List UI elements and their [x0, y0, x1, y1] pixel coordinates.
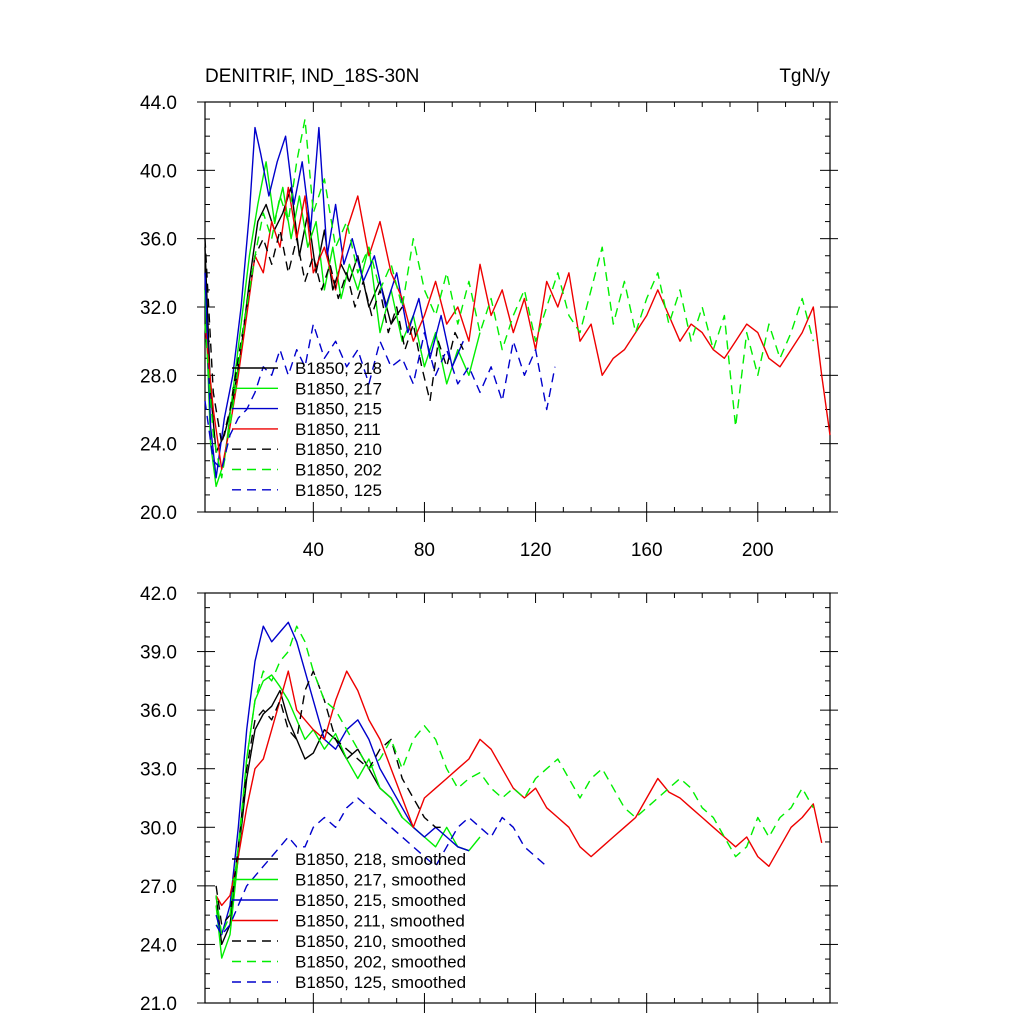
- series-line: [215, 797, 548, 936]
- legend-label: B1850, 211, smoothed: [295, 912, 465, 931]
- legend-label: B1850, 218: [295, 359, 382, 378]
- y-tick-label: 20.0: [140, 503, 177, 524]
- y-tick-label: 42.0: [140, 584, 177, 605]
- legend-label: B1850, 217: [295, 379, 382, 398]
- x-tick-label: 80: [414, 540, 435, 561]
- series-line: [204, 161, 481, 488]
- series-line: [204, 323, 556, 470]
- chart-title: DENITRIF, IND_18S-30N: [205, 66, 419, 87]
- legend-label: B1850, 202: [295, 461, 382, 480]
- top-panel: DENITRIF, IND_18S-30N TgN/y 40 80 120 160 200 2…: [140, 66, 838, 561]
- y-tick-label: 36.0: [140, 230, 177, 251]
- bottom-panel: 21.0 24.0 27.0 30.0 33.0 36.0 39.0 42.0 B1850, 2…: [140, 584, 838, 1015]
- legend-label: B1850, 125: [295, 481, 382, 500]
- y-tick-label: 30.0: [140, 818, 177, 839]
- chart-units: TgN/y: [779, 66, 830, 87]
- series-line: [204, 118, 814, 479]
- y-tick-label: 28.0: [140, 366, 177, 387]
- series-line: [215, 625, 814, 936]
- x-tick-label: 40: [303, 540, 324, 561]
- x-tick-label: 160: [631, 540, 663, 561]
- x-tick-label: 200: [742, 540, 774, 561]
- y-tick-label: 27.0: [140, 877, 177, 898]
- series-line: [215, 670, 823, 907]
- y-tick-label: 44.0: [140, 93, 177, 114]
- legend-label: B1850, 125, smoothed: [295, 973, 466, 992]
- legend-label: B1850, 202, smoothed: [295, 953, 466, 972]
- legend-label: B1850, 215: [295, 400, 382, 419]
- series-line: [204, 186, 831, 470]
- y-tick-label: 32.0: [140, 298, 177, 319]
- y-tick-label: 39.0: [140, 643, 177, 664]
- y-tick-label: 24.0: [140, 435, 177, 456]
- legend-label: B1850, 211: [295, 420, 381, 439]
- y-tick-label: 24.0: [140, 935, 177, 956]
- series-line: [215, 670, 447, 926]
- legend-label: B1850, 210: [295, 440, 382, 459]
- y-tick-label: 33.0: [140, 760, 177, 781]
- y-tick-label: 40.0: [140, 161, 177, 182]
- x-tick-label: 120: [520, 540, 552, 561]
- legend-label: B1850, 218, smoothed: [295, 850, 466, 869]
- y-tick-label: 36.0: [140, 701, 177, 722]
- legend-label: B1850, 210, smoothed: [295, 932, 466, 951]
- legend-label: B1850, 217, smoothed: [295, 871, 466, 890]
- y-tick-label: 21.0: [140, 994, 177, 1015]
- legend-label: B1850, 215, smoothed: [295, 891, 466, 910]
